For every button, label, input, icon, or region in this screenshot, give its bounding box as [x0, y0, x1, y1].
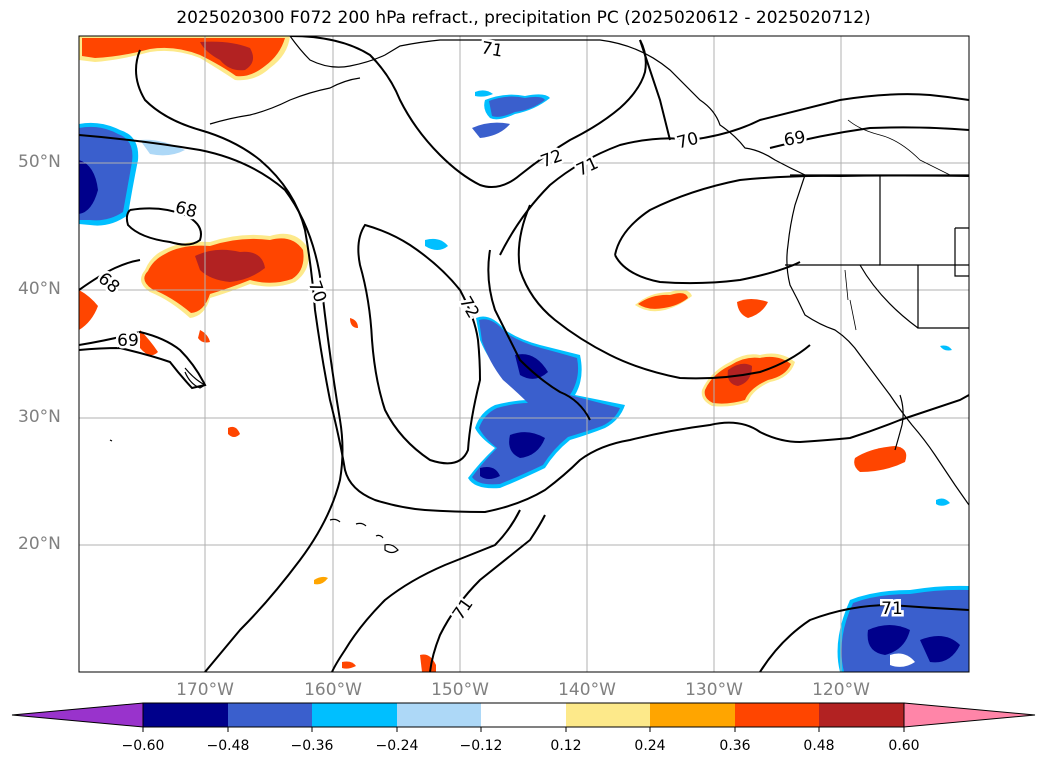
- colorbar-bin: [650, 703, 735, 727]
- lon-label-120w: 120°W: [812, 680, 870, 700]
- contour-71-south: [487, 249, 591, 421]
- colorbar-bin: [481, 703, 566, 727]
- north-america-coast: [786, 174, 969, 506]
- lat-label-30n: 30°N: [18, 407, 61, 427]
- colorbar-bin: [312, 703, 397, 727]
- colorbar-tick-label: 0.36: [719, 738, 751, 754]
- contour-70-tail: [331, 509, 521, 672]
- colorbar-bin: [735, 703, 819, 727]
- contour-71-upper: [639, 39, 671, 141]
- lon-label-160w: 160°W: [304, 680, 362, 700]
- hawaii-islands: [329, 518, 399, 554]
- contour-label: 69: [117, 331, 139, 351]
- lat-label-20n: 20°N: [18, 534, 61, 554]
- map-area: 71 72 71 70 69 68 68 69 70 72 71 71: [79, 36, 969, 672]
- lon-label-150w: 150°W: [431, 680, 489, 700]
- colorbar-bin: [819, 703, 904, 727]
- contour-69-east: [769, 126, 969, 149]
- contour-72-inner: [357, 223, 482, 465]
- colorbar-bin: [397, 703, 481, 727]
- colorbar-bin: [228, 703, 312, 727]
- contour-label: 71: [480, 38, 505, 61]
- contour-72-south-outer: [517, 204, 811, 380]
- colorbar-tick-label: −0.48: [206, 738, 250, 754]
- contour-label: 69: [782, 127, 807, 150]
- contour-label: 71: [881, 599, 903, 619]
- contour-70-north: [79, 134, 344, 672]
- colorbar-tick-label: 0.60: [888, 738, 920, 754]
- contour-71-east: [135, 49, 969, 514]
- colorbar-extend-right: [903, 702, 1036, 728]
- map-frame: [78, 35, 970, 673]
- lon-label-140w: 140°W: [558, 680, 616, 700]
- contour-71-southeast: [759, 603, 969, 672]
- lon-label-170w: 170°W: [176, 680, 234, 700]
- colorbar-extend-left: [11, 702, 144, 728]
- contour-ridge: [614, 174, 969, 256]
- colorbar-tick-label: −0.60: [121, 738, 165, 754]
- colorbar-tick-label: 0.24: [634, 738, 666, 754]
- colorbar-bin: [143, 703, 228, 727]
- lon-label-130w: 130°W: [685, 680, 743, 700]
- contour-69-west: [79, 330, 207, 390]
- colorbar-tick-label: −0.36: [290, 738, 334, 754]
- colorbar-tick-label: 0.12: [550, 738, 582, 754]
- contour-ridge-lower: [614, 254, 801, 285]
- map-title: 2025020300 F072 200 hPa refract., precip…: [176, 8, 871, 28]
- contour-72-upper: [289, 36, 647, 188]
- contour-71-center: [499, 137, 691, 256]
- colorbar: [11, 702, 1036, 732]
- map-gridlines: [79, 36, 969, 672]
- colorbar-tick-label: 0.48: [803, 738, 835, 754]
- contour-71-tail: [429, 514, 546, 672]
- refractivity-contours: [79, 36, 969, 672]
- colorbar-bin: [566, 703, 650, 727]
- precip-area-far-west: [79, 290, 98, 330]
- colorbar-tick-label: −0.24: [375, 738, 419, 754]
- contour-70-east: [689, 93, 969, 141]
- colorbar-tick-label: −0.12: [459, 738, 503, 754]
- contour-68: [79, 207, 202, 291]
- alaska-coast: [289, 36, 806, 176]
- precip-area-southeast: [854, 446, 907, 472]
- lat-label-50n: 50°N: [18, 152, 61, 172]
- lat-label-40n: 40°N: [18, 279, 61, 299]
